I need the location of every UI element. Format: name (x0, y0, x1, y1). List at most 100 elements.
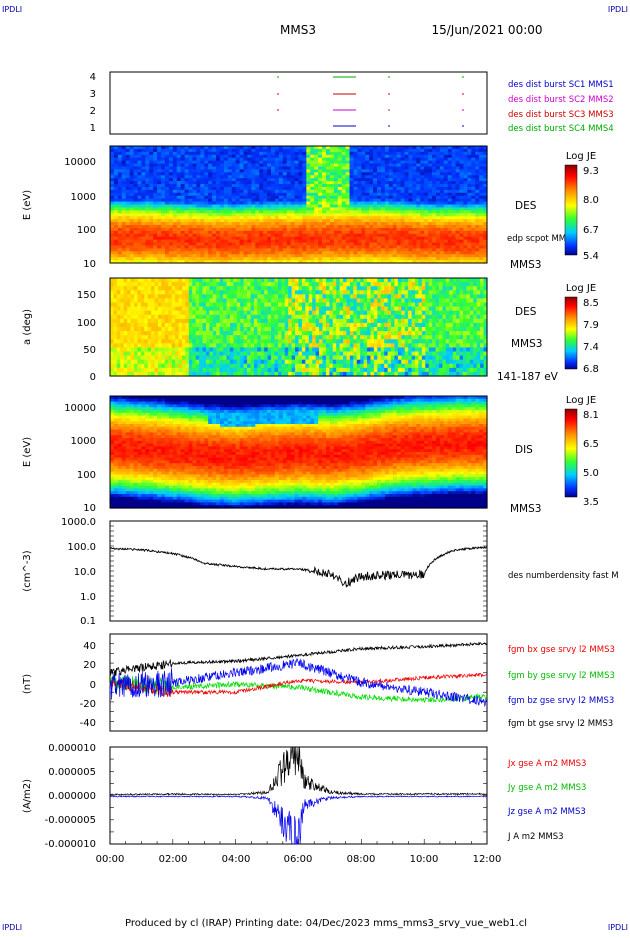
corner-tag-bottom-left: IPDLI (2, 923, 22, 932)
heatmap-cell (230, 343, 234, 348)
corner-tag-top-right: IPDLI (608, 5, 628, 14)
heatmap-cell (199, 282, 203, 287)
heatmap-cell (244, 311, 248, 316)
heatmap-cell (261, 360, 265, 365)
heatmap-cell (144, 294, 148, 299)
heatmap-cell (237, 352, 241, 357)
heatmap-cell (244, 286, 248, 291)
heatmap-cell (120, 286, 124, 291)
heatmap-cell (117, 364, 121, 369)
heatmap-cell (110, 286, 114, 291)
heatmap-cell (161, 303, 165, 308)
heatmap-cell (220, 335, 224, 340)
heatmap-cell (161, 315, 165, 320)
heatmap-cell (161, 298, 165, 303)
heatmap-cell (223, 368, 227, 373)
heatmap-cell (247, 364, 251, 369)
heatmap-cell (237, 303, 241, 308)
heatmap-cell (185, 339, 189, 344)
heatmap-cell (185, 331, 189, 336)
heatmap-cell (209, 331, 213, 336)
heatmap-cell (168, 360, 172, 365)
heatmap-cell (137, 282, 141, 287)
heatmap-cell (134, 360, 138, 365)
heatmap-cell (199, 303, 203, 308)
heatmap-cell (158, 278, 162, 283)
heatmap-cell (144, 364, 148, 369)
heatmap-cell (237, 356, 241, 361)
heatmap-cell (120, 327, 124, 332)
heatmap-cell (230, 298, 234, 303)
heatmap-cell (148, 307, 152, 312)
heatmap-cell (192, 343, 196, 348)
heatmap-cell (168, 290, 172, 295)
heatmap-cell (230, 307, 234, 312)
heatmap-cell (137, 352, 141, 357)
heatmap-cell (168, 356, 172, 361)
heatmap-cell (185, 343, 189, 348)
heatmap-cell (131, 319, 135, 324)
heatmap-cell (131, 298, 135, 303)
heatmap-cell (192, 335, 196, 340)
heatmap-cell (124, 352, 128, 357)
heatmap-cell (199, 286, 203, 291)
heatmap-cell (251, 286, 255, 291)
heatmap-cell (247, 360, 251, 365)
heatmap-cell (155, 356, 159, 361)
heatmap-cell (192, 352, 196, 357)
heatmap-cell (196, 347, 200, 352)
burst-ytick: 3 (90, 89, 96, 100)
heatmap-cell (247, 294, 251, 299)
heatmap-cell (244, 343, 248, 348)
heatmap-cell (209, 347, 213, 352)
heatmap-cell (182, 360, 186, 365)
heatmap-cell (124, 343, 128, 348)
heatmap-cell (158, 352, 162, 357)
heatmap-cell (168, 347, 172, 352)
heatmap-cell (192, 319, 196, 324)
heatmap-cell (182, 368, 186, 373)
burst-label-mms1: des dist burst SC1 MMS1 (508, 80, 614, 90)
heatmap-cell (213, 343, 217, 348)
heatmap-cell (161, 290, 165, 295)
heatmap-cell (220, 323, 224, 328)
heatmap-cell (247, 282, 251, 287)
heatmap-cell (220, 282, 224, 287)
heatmap-cell (175, 356, 179, 361)
heatmap-cell (161, 311, 165, 316)
heatmap-cell (223, 278, 227, 283)
heatmap-cell (161, 352, 165, 357)
heatmap-cell (175, 278, 179, 283)
heatmap-cell (244, 331, 248, 336)
heatmap-cell (209, 339, 213, 344)
heatmap-cell (209, 360, 213, 365)
des-energy-ytick: 10000 (64, 157, 96, 168)
heatmap-cell (237, 278, 241, 283)
heatmap-cell (196, 286, 200, 291)
heatmap-cell (172, 286, 176, 291)
heatmap-cell (144, 331, 148, 336)
heatmap-cell (172, 303, 176, 308)
heatmap-cell (233, 323, 237, 328)
heatmap-cell (148, 327, 152, 332)
heatmap-cell (120, 360, 124, 365)
heatmap-cell (144, 286, 148, 291)
heatmap-cell (213, 286, 217, 291)
heatmap-cell (223, 364, 227, 369)
heatmap-cell (175, 323, 179, 328)
heatmap-cell (233, 360, 237, 365)
heatmap-cell (134, 282, 138, 287)
heatmap-cell (148, 360, 152, 365)
heatmap-cell (158, 364, 162, 369)
heatmap-cell (168, 303, 172, 308)
heatmap-cell (209, 307, 213, 312)
heatmap-cell (220, 286, 224, 291)
heatmap-cell (120, 319, 124, 324)
heatmap-cell (196, 303, 200, 308)
heatmap-cell (131, 290, 135, 295)
heatmap-cell (196, 356, 200, 361)
heatmap-cell (117, 331, 121, 336)
heatmap-cell (237, 339, 241, 344)
heatmap-cell (131, 335, 135, 340)
